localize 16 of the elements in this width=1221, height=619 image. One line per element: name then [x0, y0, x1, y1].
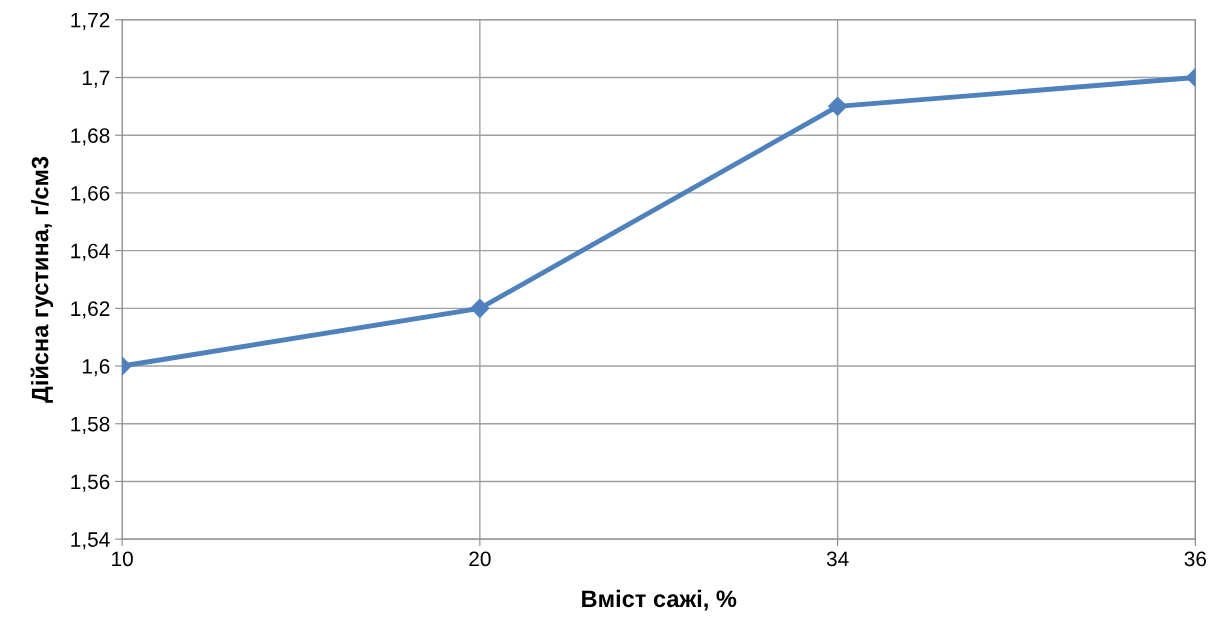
x-axis-title: Вміст сажі, %	[582, 589, 737, 611]
y-tick-label: 1,72	[71, 12, 110, 31]
y-axis-title: Дійсна густина, г/см3	[30, 156, 54, 403]
y-tick-label: 1,6	[82, 359, 110, 377]
y-tick-label: 1,68	[71, 128, 110, 146]
y-tick-label: 1,64	[71, 243, 110, 261]
y-tick-label: 1,58	[71, 416, 110, 434]
y-tick-label: 1,7	[82, 70, 110, 88]
y-tick-label: 1,54	[71, 532, 110, 550]
x-tick-label: 20	[469, 551, 491, 567]
x-tick-label: 34	[826, 551, 849, 567]
y-tick-label: 1,66	[71, 185, 110, 204]
y-tick-label: 1,62	[71, 301, 110, 319]
x-tick-label: 10	[112, 551, 133, 567]
y-tick-label: 1,56	[71, 474, 110, 492]
x-tick-label: 36	[1184, 551, 1207, 567]
